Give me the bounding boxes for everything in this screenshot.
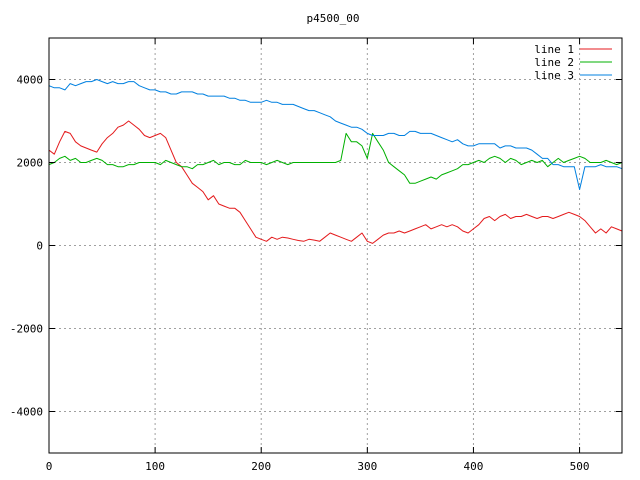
y-tick-label: 2000 [17,157,44,170]
legend-label-3: line 3 [534,69,574,82]
y-tick-label: 4000 [17,74,44,87]
y-tick-label: -4000 [10,406,43,419]
y-tick-label: -2000 [10,323,43,336]
plot-series [48,79,623,244]
legend-label-2: line 2 [534,56,574,69]
chart-title: p4500_00 [307,12,360,25]
y-tick-label: 0 [36,240,43,253]
x-tick-label: 200 [251,460,271,473]
x-tick-label: 100 [145,460,165,473]
series-line-1 [48,120,623,244]
series-line-2 [48,132,623,184]
x-tick-label: 300 [357,460,377,473]
legend-label-1: line 1 [534,43,574,56]
series-line-3 [48,79,623,190]
x-tick-label: 0 [46,460,53,473]
axis-ticks: 0 100 200 300 400 500 -4000 -2000 0 2000 4000 [10,38,622,473]
x-tick-label: 400 [464,460,484,473]
x-tick-label: 500 [570,460,590,473]
grid [49,38,622,453]
